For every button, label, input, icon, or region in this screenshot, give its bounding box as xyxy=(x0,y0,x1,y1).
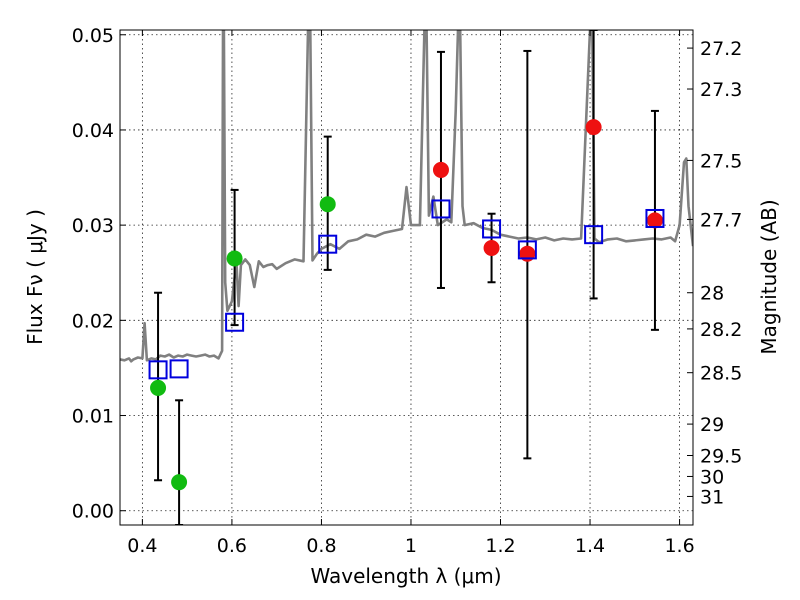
x-tick-label: 1.6 xyxy=(664,535,694,557)
x-tick-label: 0.6 xyxy=(217,535,247,557)
mag-tick-label: 28.5 xyxy=(700,363,742,385)
model-square-marker xyxy=(169,359,189,379)
red-data-point xyxy=(585,119,602,136)
mag-tick-label: 27.3 xyxy=(700,79,742,101)
model-square-marker xyxy=(148,360,168,380)
x-tick-label: 1.4 xyxy=(575,535,605,557)
x-tick-label: 0.8 xyxy=(306,535,336,557)
x-tick-label: 1 xyxy=(405,535,417,557)
mag-tick-label: 27.7 xyxy=(700,209,742,231)
y-tick-label: 0.00 xyxy=(72,501,114,523)
mag-tick-label: 29.5 xyxy=(700,446,742,468)
red-data-point xyxy=(432,161,449,178)
errorbar-layer xyxy=(154,30,659,525)
red-data-point xyxy=(483,239,500,256)
model-square-marker xyxy=(225,312,245,332)
model-square-marker xyxy=(517,240,537,260)
point-layer xyxy=(148,119,665,491)
mag-tick-label: 30 xyxy=(700,466,724,488)
x-tick-label: 0.4 xyxy=(127,535,157,557)
mag-tick-label: 29 xyxy=(700,414,724,436)
template-spectrum-line xyxy=(120,30,693,363)
model-square-marker xyxy=(645,208,665,228)
mag-tick-label: 28 xyxy=(700,283,724,305)
grid xyxy=(120,30,693,525)
green-data-point xyxy=(150,379,167,396)
model-square-marker xyxy=(584,225,604,245)
model-square-marker xyxy=(482,219,502,239)
model-square-marker xyxy=(318,234,338,254)
y-tick-label: 0.01 xyxy=(72,406,114,428)
x-tick-label: 1.2 xyxy=(485,535,515,557)
y-tick-label: 0.02 xyxy=(72,310,114,332)
x-axis-title: Wavelength λ (μm) xyxy=(310,564,501,588)
mag-tick-label: 28.2 xyxy=(700,319,742,341)
green-data-point xyxy=(226,250,243,267)
y-tick-label: 0.03 xyxy=(72,215,114,237)
axis-layer: 0.4 0.6 0.8 1 1.2 1.4 1.6 0.00 0.01 0.02 0.03 0.04 0… xyxy=(72,25,743,557)
mag-tick-label: 27.2 xyxy=(700,38,742,60)
red-data-point xyxy=(646,212,663,229)
green-data-point xyxy=(319,196,336,213)
green-data-point xyxy=(171,474,188,491)
y2-axis-title: Magnitude (AB) xyxy=(757,199,781,354)
y-tick-label: 0.05 xyxy=(72,25,114,47)
template-spectrum-layer xyxy=(120,30,693,363)
model-square-marker xyxy=(431,199,451,219)
plot-frame xyxy=(119,29,694,526)
mag-tick-label: 31 xyxy=(700,486,724,508)
y-axis-title: Flux Fν ( μJy ) xyxy=(23,209,47,345)
y-tick-label: 0.04 xyxy=(72,120,114,142)
mag-tick-label: 27.5 xyxy=(700,150,742,172)
